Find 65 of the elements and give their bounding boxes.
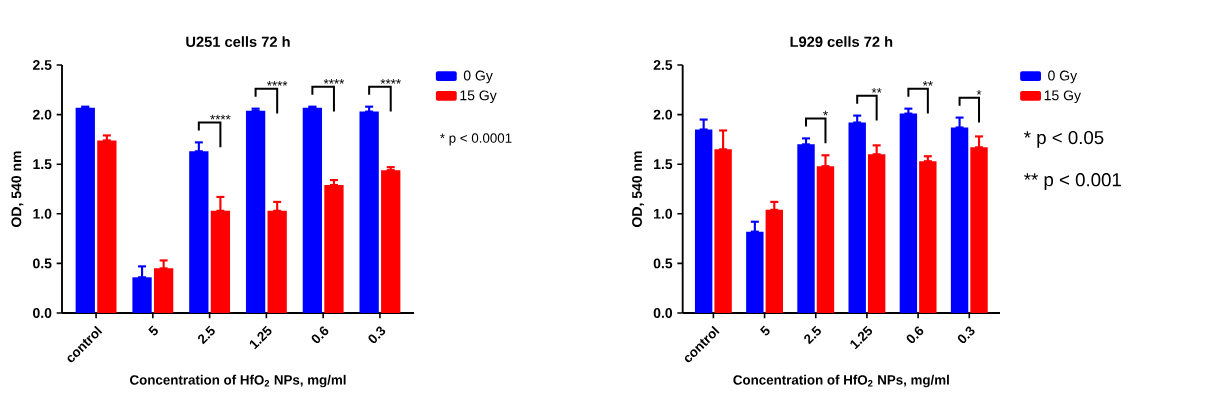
annotation: **** [323,79,345,84]
y-axis-title: OD, 540 nm [632,151,645,227]
x-tick-label: 2.5 [198,325,215,345]
y-axis-title: OD, 540 nm [11,151,24,227]
y-tick-label: 2.5 [32,60,52,70]
y-tick-label: 1.5 [33,159,52,170]
bar [189,151,209,313]
legend-label: 0 Gy [1048,70,1078,84]
legend-label: 15 Gy [1044,90,1081,104]
annotation: ** [922,81,933,86]
x-axis-title: Concentration of HfO$_{2}$ NPs, mg/ml [733,374,949,388]
bar [816,166,835,313]
y-tick-label: 0.0 [653,308,673,318]
bar [694,129,713,313]
annotation: ** [871,87,882,93]
bar [899,113,918,313]
y-tick-label: 2.5 [653,60,673,70]
bar [714,149,732,313]
annotation: * [976,89,982,95]
text: * p < 0.0001 [440,133,512,146]
annotation: **** [267,81,288,86]
bar [359,111,379,313]
y-tick-label: 0.5 [33,258,52,269]
chart-title: L929 cells 72 h [790,36,893,47]
bar [381,170,401,313]
y-tick-label: 0.5 [653,258,673,269]
bar [153,268,174,313]
bar [267,210,287,313]
x-tick-label: 0.6 [311,326,329,344]
y-tick-label: 0.0 [33,308,52,318]
y-tick-label: 1.0 [33,208,52,219]
bar [919,161,937,313]
x-tick-label: 5 [760,325,770,336]
legend-label: 15 Gy [460,90,497,104]
bar [746,231,764,313]
bar [324,185,344,313]
chart-title: U251 cells 72 h [186,36,290,47]
bar [950,127,969,313]
bar [797,144,815,313]
bar [765,209,783,313]
bar [75,107,95,313]
text: ** p < 0.001 [1024,173,1121,191]
text: * p < 0.05 [1024,130,1104,148]
x-tick-label: 5 [148,325,158,336]
annotation: **** [380,79,401,84]
bar [245,110,266,313]
bar [848,122,866,313]
bar [132,277,152,313]
x-tick-label: 2.5 [804,325,821,345]
x-tick-label: 0.6 [906,326,924,344]
bar [867,154,886,313]
y-tick-label: 1.5 [654,159,673,170]
annotation: * [823,110,828,116]
x-tick-label: 0.3 [368,326,386,344]
bar [97,140,117,313]
bar [970,147,988,313]
bar [210,210,231,313]
x-axis-title: Concentration of HfO$_{2}$ NPs, mg/ml [130,374,346,388]
annotation: **** [210,114,231,120]
y-tick-label: 2.0 [32,109,52,120]
y-tick-label: 2.0 [653,109,673,120]
legend-label: 0 Gy [463,70,493,84]
x-tick-label: 0.3 [957,326,975,344]
y-tick-label: 1.0 [654,208,673,219]
bar [302,107,323,313]
